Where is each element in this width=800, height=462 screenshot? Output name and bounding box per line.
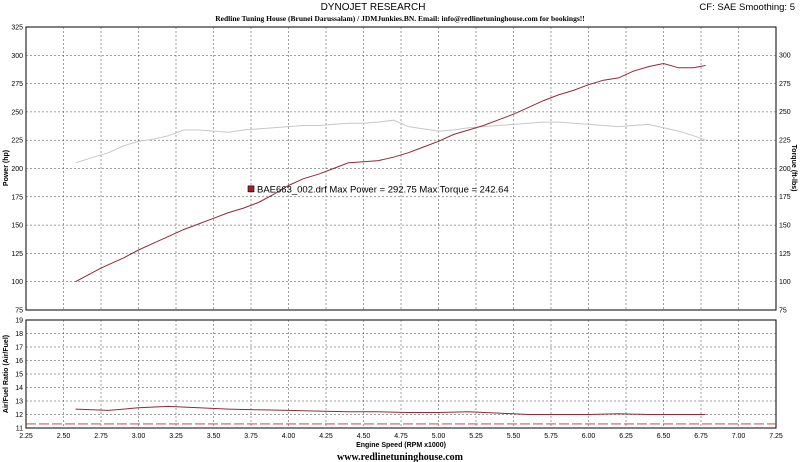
afr-tick-label: 18	[15, 331, 23, 338]
torque-tick-label: 200	[779, 166, 791, 173]
rpm-tick-label: 3.25	[169, 433, 183, 440]
afr-tick-label: 11	[16, 426, 23, 433]
power-tick-label: 325	[11, 25, 23, 32]
torque-series-line	[75, 119, 706, 164]
torque-tick-label: 125	[779, 251, 791, 258]
rpm-tick-label: 5.00	[432, 433, 446, 440]
chart-subtitle: Redline Tuning House (Brunei Darussalam)…	[215, 14, 584, 23]
rpm-tick-label: 6.75	[694, 433, 708, 440]
rpm-tick-label: 7.00	[732, 433, 746, 440]
power-tick-label: 225	[11, 138, 23, 145]
rpm-tick-label: 2.75	[94, 433, 108, 440]
power-tick-label: 125	[11, 251, 23, 258]
afr-axis-label: Air/Fuel Ratio (Air/Fuel)	[3, 335, 10, 413]
afr-grid	[26, 320, 776, 428]
footer-url: www.redlinetuninghouse.com	[337, 452, 464, 462]
rpm-tick-label: 6.25	[619, 433, 633, 440]
afr-tick-label: 19	[15, 318, 23, 325]
main-plot: 75 100 125 150 175 200 225 250 275 300 325 75 100 12…	[3, 25, 797, 315]
cf-smoothing-label: CF: SAE Smoothing: 5	[699, 2, 795, 13]
main-grid	[26, 27, 776, 310]
torque-tick-label: 250	[779, 109, 791, 116]
power-tick-label: 200	[11, 166, 23, 173]
torque-tick-label: 225	[779, 138, 791, 145]
rpm-tick-label: 2.50	[57, 433, 71, 440]
afr-tick-label: 13	[15, 399, 23, 406]
afr-series-line	[75, 405, 706, 415]
rpm-tick-label: 3.00	[132, 433, 146, 440]
afr-plot: 11 12 13 14 15 16 17 18 19 2.25 2.50 2.75 3.00 3.25 3…	[3, 318, 783, 450]
rpm-tick-label: 7.25	[769, 433, 783, 440]
chart-title: DYNOJET RESEARCH	[321, 2, 426, 13]
rpm-tick-label: 3.50	[207, 433, 221, 440]
power-tick-label: 150	[11, 223, 23, 230]
torque-tick-label: 275	[779, 81, 791, 88]
torque-tick-label: 300	[779, 53, 791, 60]
power-tick-label: 275	[11, 81, 23, 88]
rpm-tick-label: 3.75	[244, 433, 258, 440]
afr-tick-label: 17	[15, 345, 23, 352]
rpm-axis-ticks: 2.25 2.50 2.75 3.00 3.25 3.50 3.75 4.00 4.25 4.50…	[19, 433, 783, 440]
rpm-axis-label: Engine Speed (RPM x1000)	[356, 442, 446, 449]
rpm-tick-label: 5.75	[544, 433, 558, 440]
torque-axis-label: Torque (ft-lbs)	[790, 145, 797, 192]
max-power-torque-annotation: BAE663_002.drf Max Power = 292.75 Max To…	[257, 184, 509, 195]
power-axis-ticks: 75 100 125 150 175 200 225 250 275 300 325	[11, 25, 23, 315]
rpm-tick-label: 5.25	[469, 433, 483, 440]
rpm-tick-label: 6.00	[582, 433, 596, 440]
power-tick-label: 75	[15, 308, 23, 315]
annotation-marker	[247, 185, 255, 193]
torque-axis-ticks: 75 100 125 150 175 200 225 250 275 300	[779, 53, 791, 315]
torque-tick-label: 75	[779, 308, 787, 315]
afr-tick-label: 12	[15, 412, 23, 419]
power-axis-label: Power (hp)	[3, 150, 10, 186]
rpm-tick-label: 5.50	[507, 433, 521, 440]
power-tick-label: 250	[11, 109, 23, 116]
rpm-tick-label: 4.25	[319, 433, 333, 440]
afr-tick-label: 14	[15, 385, 23, 392]
torque-tick-label: 175	[779, 194, 791, 201]
power-tick-label: 300	[11, 53, 23, 60]
afr-tick-label: 15	[15, 372, 23, 379]
torque-tick-label: 150	[779, 223, 791, 230]
rpm-tick-label: 4.50	[357, 433, 371, 440]
afr-tick-label: 16	[15, 358, 23, 365]
rpm-tick-label: 2.25	[19, 433, 33, 440]
afr-axis-ticks: 11 12 13 14 15 16 17 18 19	[15, 318, 23, 433]
rpm-tick-label: 6.50	[657, 433, 671, 440]
rpm-tick-label: 4.75	[394, 433, 408, 440]
torque-tick-label: 100	[779, 279, 791, 286]
power-series-line	[75, 62, 706, 283]
power-tick-label: 175	[11, 194, 23, 201]
rpm-tick-label: 4.00	[282, 433, 296, 440]
power-tick-label: 100	[11, 279, 23, 286]
